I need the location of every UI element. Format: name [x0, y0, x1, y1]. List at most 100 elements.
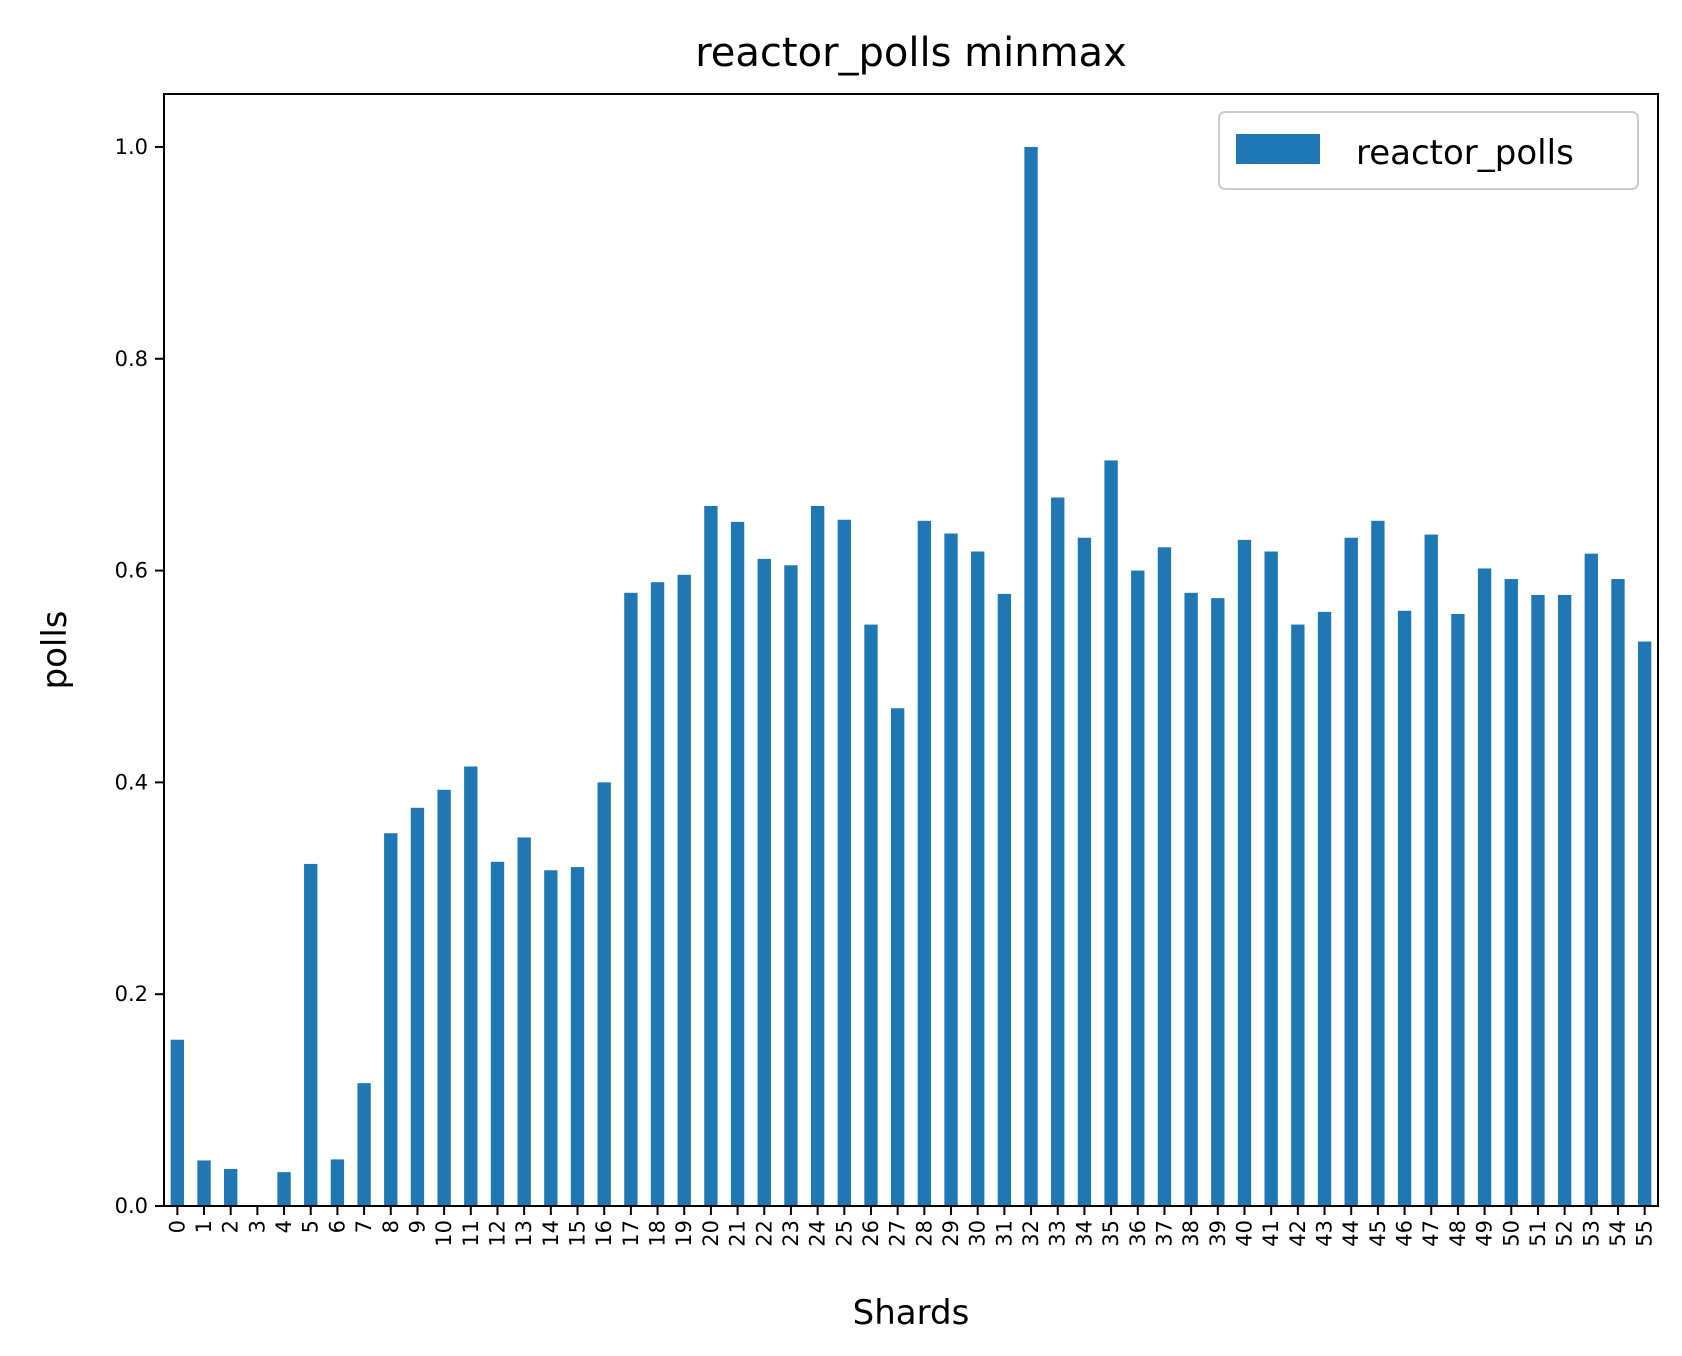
- x-tick-label: 37: [1152, 1220, 1176, 1247]
- x-tick-label: 32: [1019, 1220, 1043, 1247]
- x-tick-label: 8: [379, 1220, 403, 1233]
- x-tick-label: 28: [912, 1220, 936, 1247]
- bar-shard-39: [1211, 598, 1225, 1206]
- x-tick-label: 25: [832, 1220, 856, 1247]
- x-tick-label: 40: [1232, 1220, 1256, 1247]
- x-tick-label: 21: [726, 1220, 750, 1247]
- bar-shard-5: [304, 863, 318, 1206]
- bar-shard-54: [1611, 579, 1625, 1206]
- bar-shard-47: [1424, 534, 1438, 1206]
- bar-shard-16: [597, 782, 611, 1206]
- chart-title: reactor_polls minmax: [695, 30, 1127, 76]
- bar-shard-29: [944, 533, 958, 1206]
- legend-label: reactor_polls: [1356, 133, 1574, 173]
- x-tick-label: 10: [432, 1220, 456, 1247]
- bar-shard-43: [1317, 611, 1332, 1206]
- x-axis: 0 1 2 3 4 5 6 7 8 9 10 11 12 13 14 15 16 17 18 19 20 21 22 23 24…: [165, 1206, 1657, 1247]
- bar-shard-18: [650, 582, 665, 1206]
- x-tick-label: 48: [1446, 1220, 1470, 1247]
- bar-shard-14: [544, 870, 558, 1206]
- x-tick-label: 52: [1553, 1220, 1577, 1247]
- x-tick-label: 20: [699, 1220, 723, 1247]
- bar-shard-52: [1557, 594, 1572, 1206]
- x-tick-label: 7: [352, 1220, 376, 1233]
- x-tick-label: 50: [1499, 1220, 1523, 1247]
- legend-swatch: [1236, 134, 1320, 164]
- bar-shard-35: [1104, 460, 1118, 1206]
- bar-shard-12: [490, 861, 505, 1206]
- x-tick-label: 14: [539, 1220, 563, 1247]
- x-tick-label: 42: [1286, 1220, 1310, 1247]
- bars-group: [170, 146, 1652, 1207]
- bar-shard-21: [730, 521, 745, 1206]
- x-tick-label: 46: [1393, 1220, 1417, 1247]
- y-tick-label: 1.0: [115, 135, 148, 159]
- bar-shard-50: [1504, 579, 1518, 1206]
- bar-shard-6: [330, 1159, 345, 1206]
- bar-shard-41: [1264, 551, 1278, 1206]
- bar-shard-31: [997, 593, 1012, 1206]
- x-tick-label: 54: [1606, 1220, 1630, 1247]
- x-tick-label: 17: [619, 1220, 643, 1247]
- bar-shard-55: [1637, 641, 1652, 1206]
- x-tick-label: 39: [1206, 1220, 1230, 1247]
- x-tick-label: 45: [1366, 1220, 1390, 1247]
- bar-shard-26: [864, 624, 878, 1206]
- y-tick-label: 0.8: [115, 347, 148, 371]
- y-axis-label: polls: [35, 611, 75, 690]
- bar-shard-46: [1397, 610, 1412, 1206]
- bar-shard-19: [677, 574, 691, 1206]
- bar-shard-23: [784, 565, 798, 1206]
- x-tick-label: 51: [1526, 1220, 1550, 1247]
- bar-shard-17: [624, 592, 638, 1206]
- x-tick-label: 29: [939, 1220, 963, 1247]
- x-tick-label: 9: [405, 1220, 429, 1233]
- x-tick-label: 53: [1579, 1220, 1603, 1247]
- bar-shard-27: [890, 708, 905, 1206]
- bar-shard-25: [837, 519, 851, 1206]
- bar-shard-37: [1157, 547, 1172, 1206]
- x-tick-label: 1: [192, 1220, 216, 1233]
- x-tick-label: 11: [459, 1220, 483, 1247]
- x-tick-label: 16: [592, 1220, 616, 1247]
- x-tick-label: 18: [646, 1220, 670, 1247]
- bar-shard-42: [1291, 624, 1305, 1206]
- x-tick-label: 13: [512, 1220, 536, 1247]
- y-tick-label: 0.4: [115, 770, 148, 794]
- bar-shard-2: [224, 1168, 238, 1206]
- bar-shard-30: [971, 551, 985, 1206]
- bar-shard-44: [1344, 537, 1358, 1206]
- legend: reactor_polls: [1218, 111, 1639, 190]
- bar-shard-15: [570, 867, 585, 1206]
- legend-box: [1218, 111, 1639, 190]
- bar-shard-22: [757, 558, 771, 1206]
- x-tick-label: 41: [1259, 1220, 1283, 1247]
- y-tick-label: 0.6: [115, 559, 148, 583]
- x-axis-label: Shards: [853, 1293, 970, 1333]
- x-tick-label: 0: [165, 1220, 189, 1233]
- bar-shard-34: [1077, 537, 1092, 1206]
- x-tick-label: 55: [1633, 1220, 1657, 1247]
- x-tick-label: 15: [566, 1220, 590, 1247]
- x-tick-label: 44: [1339, 1220, 1363, 1247]
- bar-shard-20: [704, 505, 718, 1207]
- bar-shard-49: [1477, 568, 1492, 1206]
- x-tick-label: 26: [859, 1220, 883, 1247]
- bar-shard-0: [170, 1039, 185, 1206]
- x-tick-label: 38: [1179, 1220, 1203, 1247]
- x-tick-label: 3: [245, 1220, 269, 1233]
- x-tick-label: 30: [966, 1220, 990, 1247]
- bar-shard-1: [197, 1160, 211, 1206]
- x-tick-label: 23: [779, 1220, 803, 1247]
- bar-shard-38: [1184, 592, 1198, 1206]
- bar-shard-53: [1584, 553, 1598, 1206]
- bar-shard-40: [1237, 539, 1252, 1206]
- bar-shard-36: [1131, 570, 1145, 1206]
- x-tick-label: 24: [806, 1220, 830, 1247]
- bar-shard-9: [410, 807, 425, 1206]
- bar-shard-11: [464, 766, 478, 1206]
- bar-shard-32: [1024, 146, 1038, 1207]
- x-tick-label: 2: [219, 1220, 243, 1233]
- bar-shard-45: [1371, 520, 1385, 1206]
